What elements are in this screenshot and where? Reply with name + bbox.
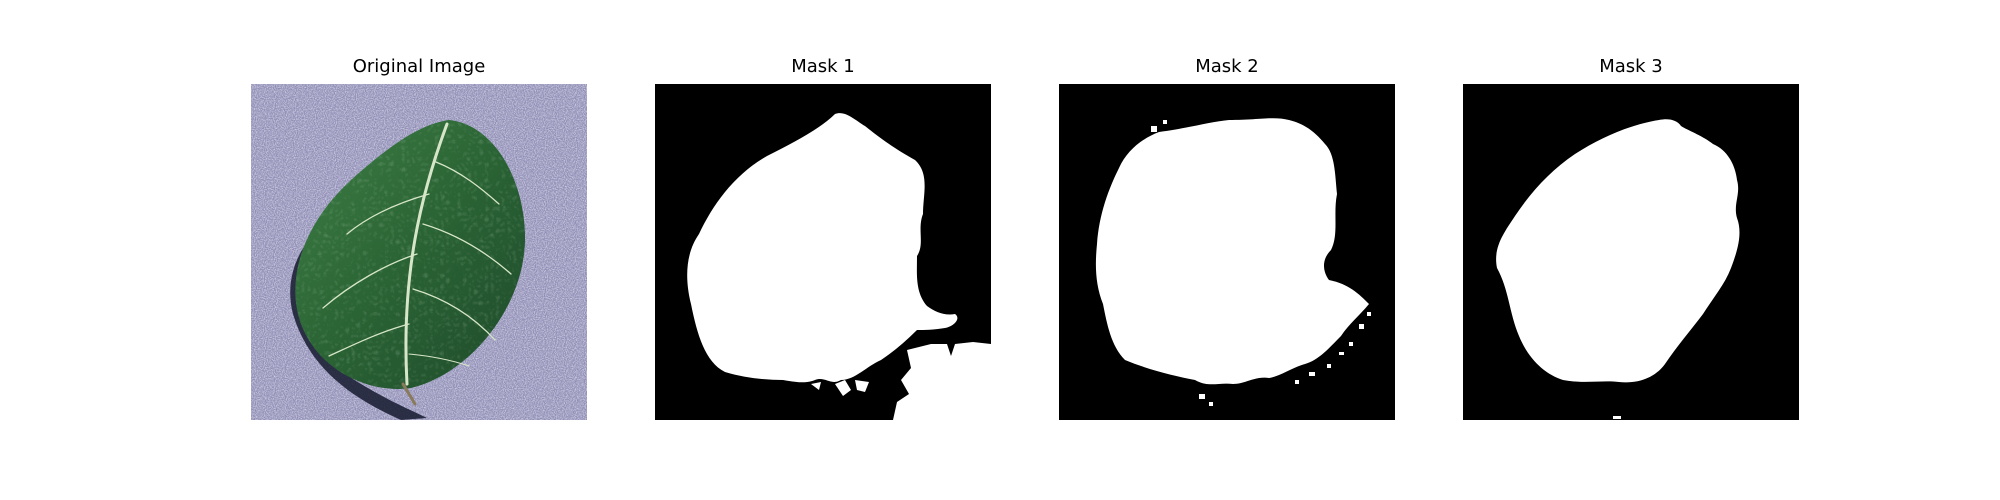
mask-1-region: [687, 113, 958, 383]
original-image-panel: [251, 84, 587, 420]
mask-3-image: [1463, 84, 1799, 420]
panel-title-mask-1: Mask 1: [791, 56, 855, 77]
mask-1-panel: [655, 84, 991, 420]
mask-3-region: [1496, 119, 1740, 383]
mask-1-image: [655, 84, 991, 420]
panel-title-mask-3: Mask 3: [1599, 56, 1663, 77]
mask-2-image: [1059, 84, 1395, 420]
panel-title-mask-2: Mask 2: [1195, 56, 1259, 77]
mask-2-panel: [1059, 84, 1395, 420]
original-leaf-photo: [251, 84, 587, 420]
mask-3-panel: [1463, 84, 1799, 420]
leaf-veins: [322, 122, 512, 406]
panel-title-original-image: Original Image: [352, 56, 486, 77]
mask-2-region: [1095, 118, 1369, 385]
